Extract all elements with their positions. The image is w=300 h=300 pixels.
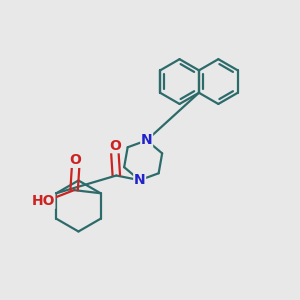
Text: O: O [109, 139, 121, 153]
Text: O: O [70, 153, 82, 167]
Text: N: N [134, 173, 146, 187]
Text: HO: HO [31, 194, 55, 208]
Text: N: N [141, 134, 152, 147]
